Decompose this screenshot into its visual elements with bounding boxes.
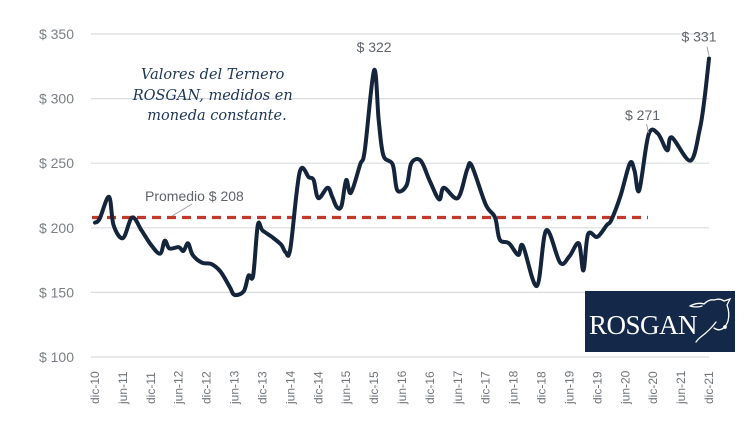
y-tick-label: $ 200 (39, 220, 74, 236)
x-tick-label: jun-17 (451, 370, 465, 405)
cow-head-icon (689, 297, 732, 343)
y-tick-label: $ 350 (39, 26, 74, 42)
x-tick-label: jun-13 (228, 370, 242, 405)
x-tick-label: dic-13 (255, 371, 269, 404)
x-tick-label: jun-14 (283, 370, 297, 405)
x-tick-label: jun-11 (116, 371, 130, 405)
x-axis-ticks: dic-10 jun-11 dic-11 jun-12 dic-12 jun-13 dic-… (88, 370, 716, 405)
chart-note-line-3: moneda constante. (147, 108, 286, 124)
annotation-label: $ 322 (357, 39, 392, 55)
y-tick-label: $ 250 (39, 155, 74, 171)
x-tick-label: jun-15 (339, 370, 353, 405)
x-tick-label: jun-21 (674, 370, 688, 405)
x-tick-label: jun-16 (395, 370, 409, 405)
annotation-label: $ 331 (681, 29, 716, 45)
x-tick-label: dic-20 (646, 371, 660, 404)
x-tick-label: dic-16 (423, 371, 437, 404)
y-tick-label: $ 150 (39, 284, 74, 300)
chart-note-line-2: ROSGAN, medidos en (132, 88, 293, 104)
chart-note: Valores del Ternero ROSGAN, medidos en m… (132, 67, 298, 124)
series-line (93, 56, 711, 298)
x-tick-label: dic-17 (479, 371, 493, 404)
x-tick-label: dic-15 (367, 371, 381, 404)
gridlines (91, 33, 709, 358)
average-label: Promedio $ 208 (145, 188, 244, 204)
annotation-leader-line (646, 123, 650, 134)
x-tick-label: dic-19 (590, 371, 604, 404)
y-axis-ticks: $ 350 $ 300 $ 250 $ 200 $ 150 $ 100 (39, 26, 74, 365)
x-tick-label: dic-21 (702, 371, 716, 404)
y-tick-label: $ 100 (39, 349, 74, 365)
x-tick-label: jun-19 (562, 370, 576, 405)
x-tick-label: dic-18 (535, 371, 549, 404)
x-tick-label: dic-14 (311, 371, 325, 404)
x-tick-label: jun-18 (507, 370, 521, 405)
x-tick-label: dic-12 (200, 371, 214, 404)
y-tick-label: $ 300 (39, 91, 74, 107)
rosgan-logo: ROSGAN (585, 291, 735, 352)
x-tick-label: jun-12 (172, 370, 186, 405)
x-tick-label: jun-20 (618, 370, 632, 405)
logo-text: ROSGAN (589, 310, 697, 340)
annotations: $ 322 $ 271 $ 331 (357, 29, 717, 134)
average-leader-line (171, 203, 193, 217)
logo-background (585, 291, 735, 352)
chart-note-line-1: Valores del Ternero (141, 67, 285, 83)
annotation-label: $ 271 (625, 107, 660, 123)
x-tick-label: dic-10 (88, 371, 102, 404)
x-tick-label: dic-11 (144, 372, 158, 404)
annotation-leader-line (706, 46, 710, 56)
